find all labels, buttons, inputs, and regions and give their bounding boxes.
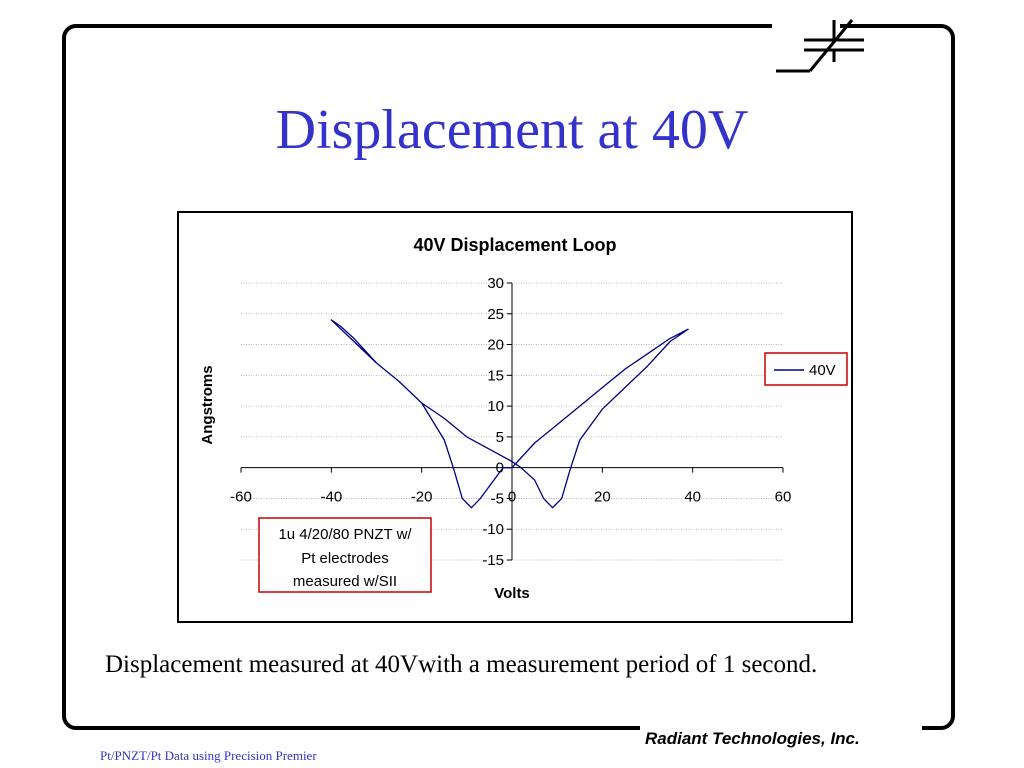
legend: 40V bbox=[764, 352, 848, 386]
y-tick-label: -5 bbox=[491, 490, 504, 507]
legend-box bbox=[764, 352, 848, 386]
x-tick-label: 20 bbox=[594, 489, 611, 506]
x-axis-label: Volts bbox=[494, 585, 530, 602]
x-tick-label: 0 bbox=[508, 489, 516, 506]
annotation-line-2: Pt electrodes bbox=[301, 550, 389, 567]
x-tick-label: -60 bbox=[230, 489, 252, 506]
footer-text: Pt/PNZT/Pt Data using Precision Premier bbox=[100, 748, 317, 763]
x-tick-label: 60 bbox=[775, 489, 792, 506]
y-tick-label: 20 bbox=[487, 337, 504, 354]
chart-title: 40V Displacement Loop bbox=[413, 235, 616, 255]
x-tick-label: -40 bbox=[320, 489, 342, 506]
frame-gap-top bbox=[772, 18, 840, 32]
chart-container: 40V Displacement Loop 30 25 20 15 10 5 0 -5 -10-… bbox=[177, 211, 853, 623]
company-name: Radiant Technologies, Inc. bbox=[645, 729, 860, 748]
y-axis-label: Angstroms bbox=[199, 365, 216, 444]
series-line-40v bbox=[330, 319, 689, 509]
series-lines bbox=[330, 319, 689, 509]
capacitor-logo-icon bbox=[776, 19, 864, 73]
y-tick-label: 25 bbox=[487, 306, 504, 323]
x-tick-label: 40 bbox=[684, 489, 701, 506]
y-tick-label: 15 bbox=[487, 367, 504, 384]
slide-caption: Displacement measured at 40Vwith a measu… bbox=[105, 651, 818, 678]
displacement-chart: 40V Displacement Loop 302520151050-5-10-… bbox=[199, 235, 848, 602]
y-tick-label: 5 bbox=[496, 429, 504, 446]
y-tick-label: 0 bbox=[496, 460, 504, 477]
frame-gap-bottom bbox=[640, 722, 922, 738]
x-tick-label: -20 bbox=[411, 489, 433, 506]
annotation-box bbox=[258, 517, 432, 593]
annotation: 1u 4/20/80 PNZT w/ Pt electrodes measure… bbox=[258, 517, 432, 593]
slide-frame bbox=[62, 24, 955, 730]
annotation-line-3: measured w/SII bbox=[293, 573, 397, 590]
y-tick-label: -10 bbox=[482, 521, 504, 538]
annotation-line-1: 1u 4/20/80 PNZT w/ bbox=[278, 526, 412, 543]
y-tick-label: 30 bbox=[487, 275, 504, 292]
slide-title: Displacement at 40V bbox=[275, 99, 749, 161]
y-tick-label: -15 bbox=[482, 552, 504, 569]
y-tick-label: 10 bbox=[487, 398, 504, 415]
legend-entry: 40V bbox=[809, 362, 836, 379]
